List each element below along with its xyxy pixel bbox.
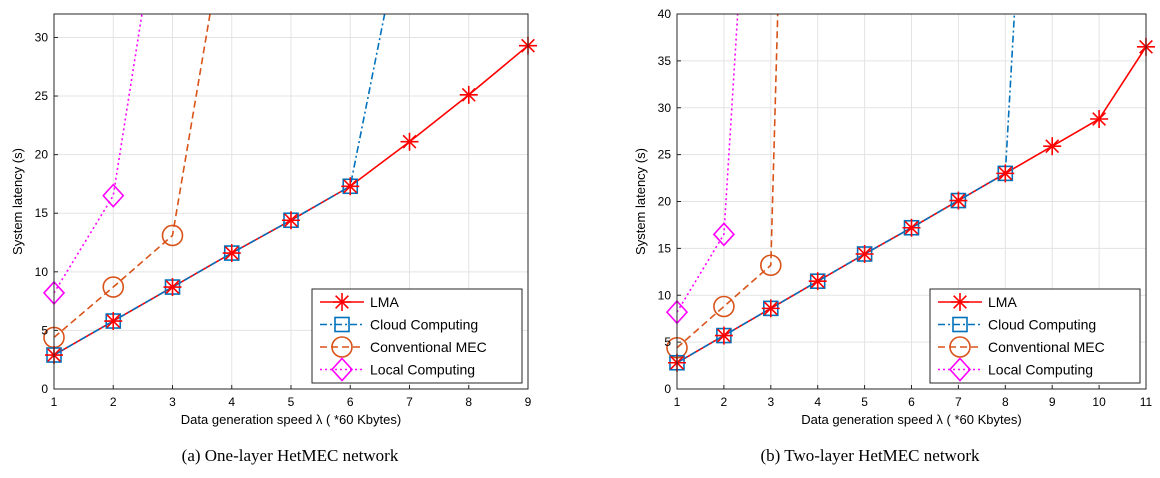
y-tick-label: 10 — [658, 288, 672, 302]
y-tick-label: 5 — [664, 335, 671, 349]
x-tick-label: 1 — [51, 395, 58, 409]
legend-marker-lma — [333, 293, 351, 311]
marker-lma — [400, 132, 419, 151]
marker-lma — [949, 191, 968, 210]
legend-box — [929, 288, 1141, 384]
x-tick-label: 5 — [861, 395, 868, 409]
y-tick-label: 25 — [35, 89, 49, 103]
series-line-local-computing — [677, 14, 739, 313]
marker-lma — [341, 177, 360, 196]
legend-marker-cloud-computing — [952, 316, 968, 333]
legend-label-cloud-computing: Cloud Computing — [370, 317, 478, 333]
y-tick-label: 30 — [35, 30, 49, 44]
x-tick-label: 8 — [465, 395, 472, 409]
x-tick-label: 1 — [674, 395, 681, 409]
y-tick-label: 15 — [658, 241, 672, 255]
legend-marker-conventional-mec — [949, 336, 971, 358]
x-tick-label: 4 — [228, 395, 235, 409]
marker-lma — [1043, 137, 1062, 156]
legend-label-cloud-computing: Cloud Computing — [988, 317, 1096, 333]
x-tick-label: 2 — [110, 395, 117, 409]
marker-conventional-mec — [102, 276, 125, 298]
x-tick-label: 3 — [767, 395, 774, 409]
legend-label-lma: LMA — [370, 294, 399, 310]
marker-lma — [996, 164, 1015, 183]
legend-label-conventional-mec: Conventional MEC — [988, 339, 1105, 355]
legend-marker-cloud-computing — [334, 316, 350, 333]
chart-panel-b: 1 2 3 4 5 6 7 8 9 10 11 0 5 10 15 20 25 30 35 40 Data genera… — [580, 0, 1160, 478]
marker-lma — [104, 312, 123, 331]
legend-label-local-computing: Local Computing — [988, 362, 1093, 378]
y-tick-label: 30 — [658, 101, 672, 115]
marker-local-computing — [102, 183, 125, 208]
marker-conventional-mec — [161, 224, 184, 247]
legend-marker-conventional-mec — [331, 336, 353, 358]
y-axis-label: System latency (s) — [633, 148, 648, 255]
marker-conventional-mec — [713, 295, 735, 318]
y-tick-label: 5 — [41, 323, 48, 337]
series-markers — [42, 36, 537, 365]
y-tick-label: 20 — [35, 148, 49, 162]
marker-lma — [761, 299, 780, 318]
chart-a-svg: 1 2 3 4 5 6 7 8 9 0 5 10 15 20 25 30 Data generation spe… — [10, 13, 537, 427]
caption-b: (b) Two-layer HetMEC network — [760, 446, 980, 465]
legend-marker-local-computing — [330, 357, 354, 382]
x-tick-label: 6 — [908, 395, 915, 409]
marker-conventional-mec — [760, 254, 782, 277]
y-tick-label: 0 — [664, 382, 671, 396]
x-tick-label: 9 — [1049, 395, 1056, 409]
x-tick-label: 11 — [1140, 395, 1153, 409]
x-axis-label: Data generation speed λ ( *60 Kbytes) — [181, 412, 401, 427]
y-tick-label: 10 — [35, 265, 49, 279]
legend: LMA Cloud Computing Conventional MEC Local … — [929, 288, 1141, 384]
x-tick-label: 2 — [721, 395, 728, 409]
legend-label-conventional-mec: Conventional MEC — [370, 339, 487, 355]
y-tick-label: 0 — [41, 382, 48, 396]
x-tick-label: 7 — [955, 395, 962, 409]
chart-b-svg: 1 2 3 4 5 6 7 8 9 10 11 0 5 10 15 20 25 30 35 40 Data genera… — [633, 7, 1155, 427]
marker-local-computing — [712, 222, 735, 247]
y-tick-label: 25 — [658, 148, 672, 162]
legend-marker-lma — [951, 293, 969, 311]
x-tick-label: 5 — [288, 395, 295, 409]
y-tick-label: 20 — [658, 195, 672, 209]
x-tick-label: 3 — [169, 395, 176, 409]
y-tick-label: 15 — [35, 206, 49, 220]
marker-lma — [163, 278, 182, 297]
x-tick-label: 9 — [525, 395, 532, 409]
series-line-conventional-mec — [54, 14, 211, 339]
series-line-local-computing — [54, 14, 143, 294]
marker-lma — [714, 326, 733, 345]
marker-lma — [222, 244, 241, 263]
marker-lma — [1090, 110, 1109, 128]
series-line-conventional-mec — [677, 14, 779, 349]
x-tick-label: 10 — [1092, 395, 1106, 409]
marker-lma — [855, 245, 874, 263]
marker-lma — [902, 218, 921, 237]
y-tick-label: 35 — [658, 54, 672, 68]
legend: LMA Cloud Computing Conventional MEC Local … — [311, 288, 523, 384]
chart-panel-a: 1 2 3 4 5 6 7 8 9 0 5 10 15 20 25 30 Data generation spe… — [10, 13, 537, 465]
x-tick-label: 7 — [406, 395, 413, 409]
tick-labels: 1 2 3 4 5 6 7 8 9 10 11 0 5 10 15 20 25 30 35 40 — [658, 7, 1153, 409]
x-tick-label: 6 — [347, 395, 354, 409]
marker-lma — [808, 272, 827, 291]
y-axis-label: System latency (s) — [10, 148, 25, 255]
legend-label-lma: LMA — [988, 294, 1017, 310]
x-tick-label: 8 — [1002, 395, 1009, 409]
legend-label-local-computing: Local Computing — [370, 362, 475, 378]
x-axis-label: Data generation speed λ ( *60 Kbytes) — [801, 412, 1021, 427]
marker-lma — [282, 211, 300, 230]
legend-marker-local-computing — [948, 357, 972, 382]
caption-a: (a) One-layer HetMEC network — [181, 446, 399, 465]
tick-labels: 1 2 3 4 5 6 7 8 9 0 5 10 15 20 25 30 — [35, 30, 532, 409]
y-tick-label: 40 — [658, 7, 672, 21]
marker-lma — [459, 85, 478, 104]
legend-box — [311, 288, 523, 384]
x-tick-label: 4 — [814, 395, 821, 409]
